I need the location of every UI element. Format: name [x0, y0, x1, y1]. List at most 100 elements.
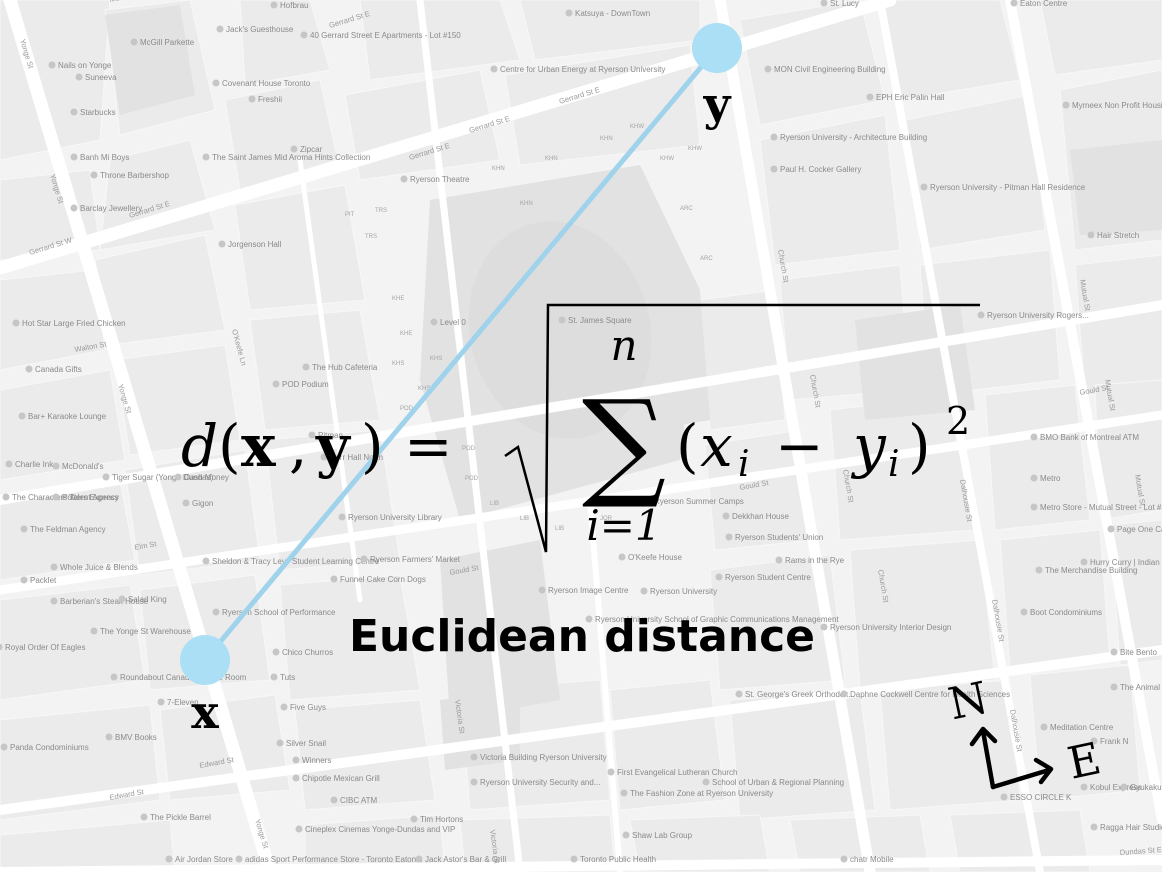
map-place-label: ESSO CIRCLE K	[1010, 793, 1072, 802]
map-place-label: The Saint James Mid Aroma Hints Collecti…	[212, 153, 370, 162]
map-place-label: Ryerson University School of Graphic Com…	[595, 615, 839, 624]
sum-lower-limit: i=1	[586, 501, 661, 550]
map-pin-icon	[202, 153, 210, 161]
map-pin-icon	[5, 460, 13, 468]
map-place-label: Gyukaku	[1130, 783, 1162, 792]
map-pin-icon	[102, 473, 110, 481]
map-pin-icon	[1110, 683, 1118, 691]
compass: N E	[944, 673, 1105, 790]
sum-upper-limit: n	[610, 321, 637, 370]
map-place-label: Pitman	[318, 431, 343, 440]
map-room-label: POD	[465, 476, 479, 482]
map-pin-icon	[430, 318, 438, 326]
map-place-label: Ryerson University - Architecture Buildi…	[780, 133, 927, 142]
map-place-label: chatr Mobile	[850, 855, 894, 864]
map-room-label: POD	[400, 406, 414, 412]
map-pin-icon	[702, 778, 710, 786]
map-place-label: The Merchandise Building	[1045, 566, 1138, 575]
map-place-label: Ryerson University Rogers...	[987, 311, 1089, 320]
map-pin-icon	[308, 431, 316, 439]
map-pin-icon	[212, 608, 220, 616]
map-pin-icon	[18, 412, 26, 420]
map-pin-icon	[302, 363, 310, 371]
map-place-label: Five Guys	[290, 703, 326, 712]
map-pin-icon	[725, 533, 733, 541]
map-place-label: Bite Bento	[1120, 648, 1157, 657]
map-room-label: JOR	[600, 516, 613, 522]
term-y-subscript: i	[888, 444, 900, 485]
map-pin-icon	[1000, 793, 1008, 801]
map-room-label: KHS	[418, 386, 430, 392]
map-pin-icon	[735, 690, 743, 698]
map-place-label: Silver Snail	[286, 739, 326, 748]
map-place-label: Tiger Sugar (Yonge Dundas)	[112, 473, 214, 482]
map-pin-icon	[866, 93, 874, 101]
map-place-label: Hurry Curry | Indian	[1090, 558, 1160, 567]
point-y	[692, 23, 742, 73]
radical-sign	[504, 303, 980, 553]
map-place-label: BMV Books	[115, 733, 157, 742]
map-plaza	[468, 221, 652, 439]
map-place-label: Salad King	[128, 595, 167, 604]
map-place-label: McDonald's	[62, 462, 104, 471]
map-place-label: Shaw Lab Group	[632, 831, 693, 840]
map-place-label: Ryerson School of Performance	[222, 608, 336, 617]
map-pin-icon	[70, 153, 78, 161]
formula-y: y	[315, 412, 352, 480]
map-place-label: The Characters Talent Agency	[12, 493, 119, 502]
term-minus: −	[775, 412, 824, 480]
map-pin-icon	[1090, 737, 1098, 745]
map-place-label: Tuts	[280, 673, 295, 682]
term-close-paren: )	[908, 412, 931, 480]
map-street-label: Dundas St E	[1120, 845, 1162, 857]
map-place-label: Jorgenson Hall	[228, 240, 282, 249]
map-room-label: KHN	[492, 166, 505, 172]
map-place-label: Level 0	[440, 318, 466, 327]
map-pin-icon	[2, 493, 10, 501]
map-pin-icon	[1110, 648, 1118, 656]
map-pin-icon	[820, 623, 828, 631]
map-room-label: KHN	[545, 156, 558, 162]
map-place-label: Page One Cafe	[1117, 525, 1162, 534]
map-pin-icon	[470, 753, 478, 761]
map-place-label: Boot Condominiums	[1030, 608, 1102, 617]
map-room-label: LIB	[490, 501, 499, 507]
map-pin-icon	[618, 553, 626, 561]
map-place-label: adidas Sport Performance Store - Toronto…	[245, 855, 423, 864]
map-pin-icon	[270, 673, 278, 681]
map-place-label: The Yonge St Warehouse	[100, 627, 191, 636]
map-place-label: Barberian's Steak House	[60, 597, 149, 606]
map-place-label: Ryerson Student Centre	[725, 573, 811, 582]
map-pin-icon	[840, 690, 848, 698]
map-pin-icon	[70, 204, 78, 212]
map-room-label: KHS	[430, 356, 442, 362]
map-place-label: Ryerson University Library	[348, 513, 442, 522]
map-place-label: The Animal Clinic	[1120, 683, 1162, 692]
map-pin-icon	[50, 597, 58, 605]
map-pin-icon	[330, 796, 338, 804]
map-pin-icon	[722, 512, 730, 520]
map-pin-icon	[770, 165, 778, 173]
map-place-label: Meditation Centre	[1050, 723, 1114, 732]
map-pin-icon	[12, 319, 20, 327]
map-place-label: Centre for Urban Energy at Ryerson Unive…	[500, 65, 665, 74]
map-place-label: Whole Juice & Blends	[60, 563, 138, 572]
map-pin-icon	[105, 733, 113, 741]
map-pin-icon	[1107, 525, 1115, 533]
formula-comma: ,	[289, 412, 307, 480]
map-place-label: Bar+ Karaoke Lounge	[28, 412, 107, 421]
map-place-label: Rams in the Rye	[785, 556, 845, 565]
map-pin-icon	[607, 768, 615, 776]
term-x: x	[700, 412, 733, 480]
map-room-label: TRS	[365, 234, 377, 240]
map-place-label: Kobul Express	[1090, 783, 1142, 792]
map-pin-icon	[50, 563, 58, 571]
map-place-label: EPH Eric Palin Hall	[876, 93, 945, 102]
formula-close-paren: )	[361, 412, 384, 480]
map-pin-icon	[130, 38, 138, 46]
map-pin-icon	[248, 95, 256, 103]
map-pin-icon	[48, 61, 56, 69]
map-pin-icon	[280, 703, 288, 711]
map-room-label: PIT	[345, 212, 355, 218]
